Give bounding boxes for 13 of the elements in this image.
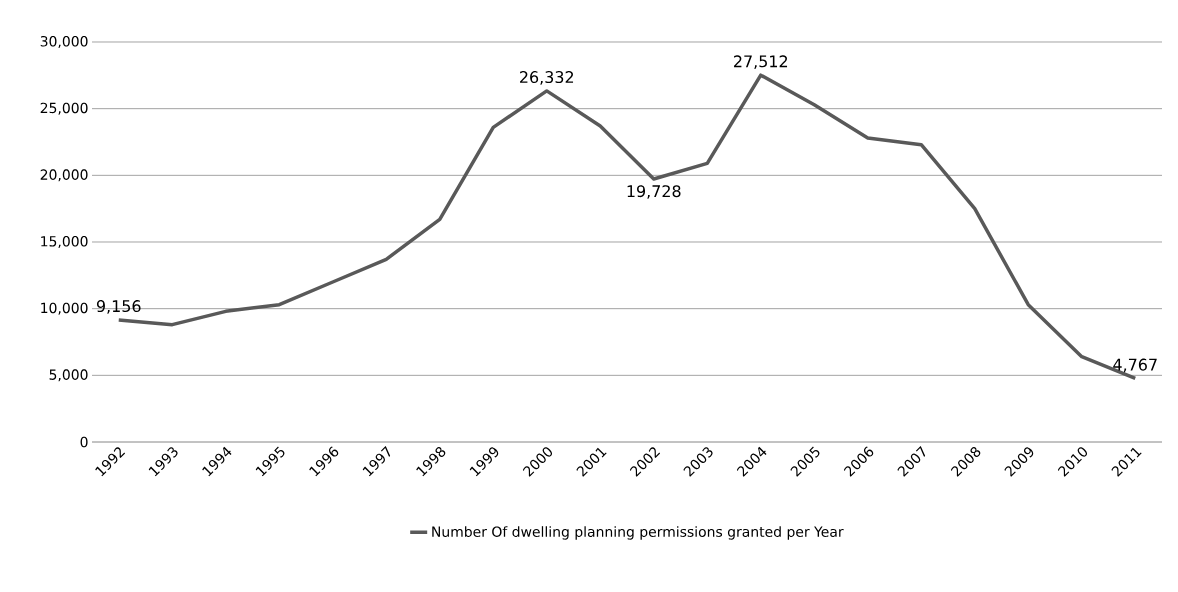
y-tick-label: 0: [80, 436, 88, 448]
y-tick-label: 30,000: [40, 36, 88, 48]
y-tick-label: 20,000: [40, 169, 88, 182]
legend-label: Number Of dwelling planning permissions granted per Year: [432, 526, 844, 540]
data-label: 19,728: [627, 185, 681, 199]
data-label: 9,156: [96, 300, 141, 314]
data-label: 27,512: [734, 55, 788, 69]
y-tick-label: 15,000: [41, 236, 88, 248]
data-label: 26,332: [520, 71, 574, 85]
data-label: 4,767: [1113, 358, 1157, 373]
y-tick-label: 25,000: [40, 102, 88, 115]
y-tick-label: 5,000: [49, 369, 88, 382]
y-tick-label: 10,000: [41, 302, 88, 315]
